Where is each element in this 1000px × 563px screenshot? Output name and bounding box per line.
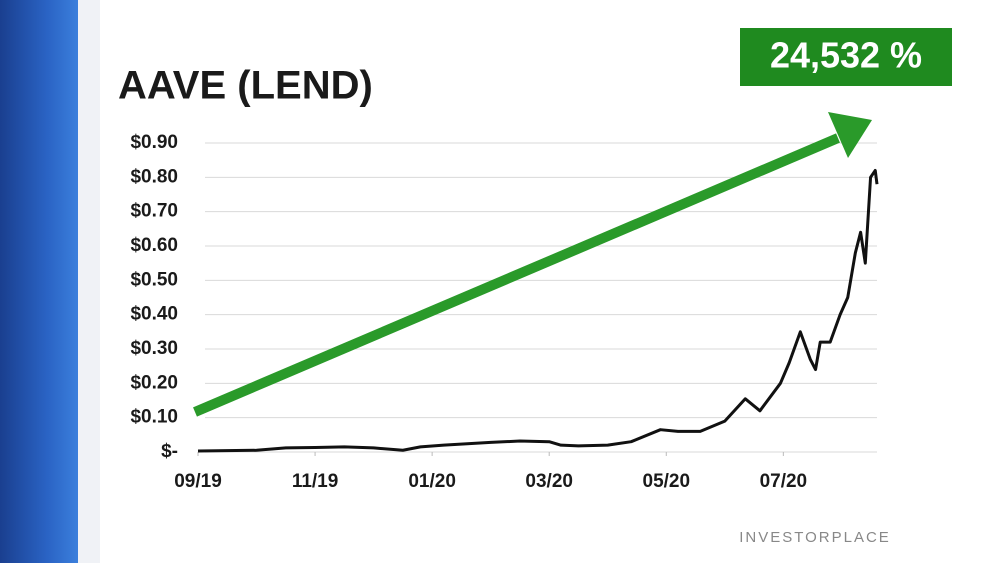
side-band bbox=[0, 0, 78, 563]
y-tick-label: $0.10 bbox=[130, 407, 178, 428]
side-edge bbox=[78, 0, 100, 563]
x-tick-label: 07/20 bbox=[760, 471, 808, 492]
x-tick-label: 05/20 bbox=[643, 471, 691, 492]
plot: $- $0.10 $0.20 $0.30 $0.40 $0.50 $0.60 $0.70 $0.… bbox=[130, 132, 879, 492]
y-tick-label: $0.20 bbox=[130, 372, 178, 393]
y-tick-label: $0.40 bbox=[130, 304, 178, 325]
annotation-box bbox=[740, 28, 952, 86]
y-tick-label: $0.60 bbox=[130, 235, 178, 256]
annotation: 24,532 % bbox=[770, 35, 922, 76]
y-tick-label: $0.80 bbox=[130, 166, 178, 187]
y-tick-label: $0.50 bbox=[130, 269, 178, 290]
price-line bbox=[197, 168, 879, 453]
chart-title: AAVE (LEND) bbox=[118, 64, 373, 108]
y-tick-label: $0.70 bbox=[130, 201, 178, 222]
brand: INVESTORPLACE bbox=[739, 529, 891, 546]
trend-arrow bbox=[193, 133, 840, 417]
arrow-head bbox=[828, 112, 872, 158]
x-tick-label: 01/20 bbox=[408, 471, 456, 492]
y-tick-label: $0.30 bbox=[130, 338, 178, 359]
x-tick-label: 09/19 bbox=[174, 471, 222, 492]
x-tick-label: 03/20 bbox=[525, 471, 573, 492]
x-tick-label: 11/19 bbox=[292, 471, 339, 492]
y-tick-label: $- bbox=[161, 441, 178, 462]
y-tick-label: $0.90 bbox=[130, 132, 178, 153]
